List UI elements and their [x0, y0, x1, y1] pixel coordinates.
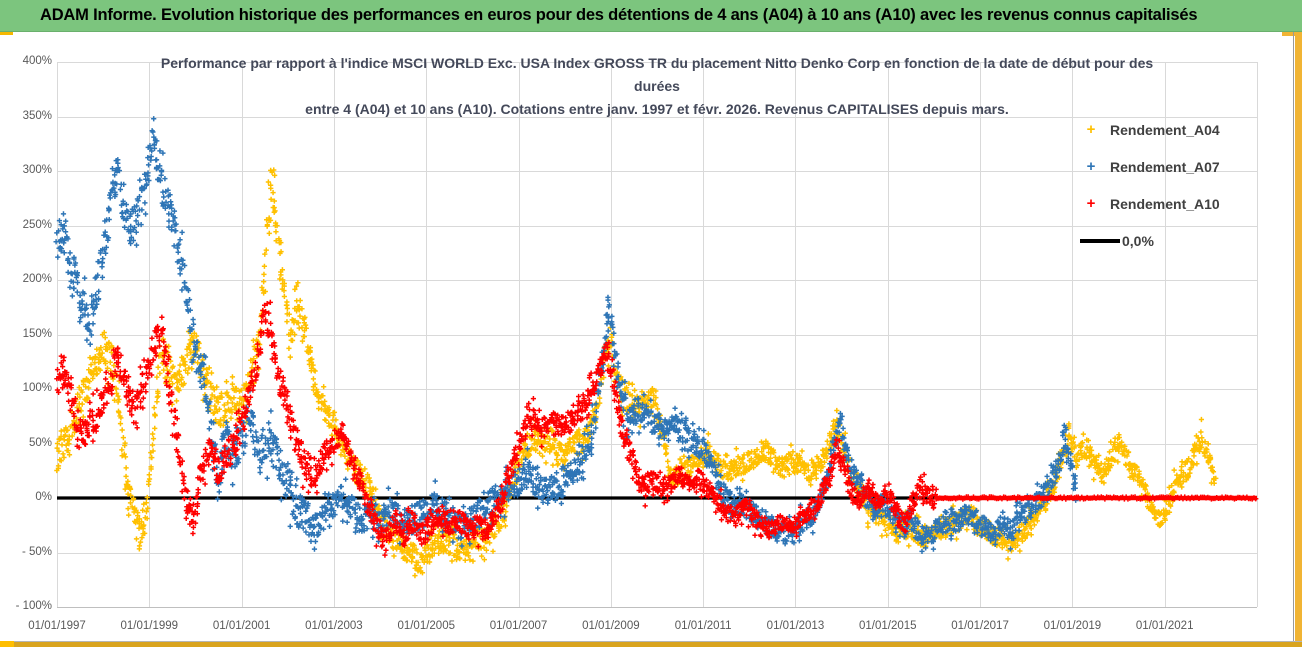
- legend-label: Rendement_A07: [1110, 158, 1220, 175]
- y-tick-label: 150%: [22, 327, 52, 340]
- chart-legend: + Rendement_A04 + Rendement_A07 + Rendem…: [1080, 118, 1220, 252]
- y-tick-label: 400%: [22, 55, 52, 67]
- y-tick-label: - 50%: [21, 545, 52, 558]
- x-tick-label: 01/01/2013: [766, 620, 825, 632]
- chart-title-line3: entre 4 (A04) et 10 ans (A10). Cotations…: [305, 101, 1009, 117]
- x-tick-label: 01/01/2001: [212, 620, 271, 632]
- y-tick-label: 100%: [22, 382, 52, 394]
- chart-title: Performance par rapport à l'indice MSCI …: [77, 52, 1237, 121]
- chart-frame-gold-bottom: [0, 642, 1302, 647]
- chart-frame-gold-top-right: [1282, 31, 1302, 36]
- chart-frame-gold-bottom-cap: [0, 641, 14, 647]
- legend-item-rendement-a10[interactable]: + Rendement_A10: [1080, 192, 1220, 215]
- x-tick-label: 01/01/2007: [489, 620, 548, 632]
- chart-frame-gold-top-left: [0, 31, 13, 35]
- x-tick-label: 01/01/1999: [120, 620, 179, 632]
- y-tick-label: 350%: [22, 109, 52, 122]
- legend-item-zero-line[interactable]: 0,0%: [1080, 229, 1220, 252]
- x-tick-label: 01/01/2009: [582, 620, 640, 632]
- x-tick-label: 01/01/2019: [1043, 620, 1102, 632]
- plus-marker-icon: +: [1086, 195, 1096, 212]
- y-tick-label: 50%: [28, 436, 52, 449]
- x-tick-label: 01/01/2011: [674, 620, 732, 632]
- legend-label: Rendement_A10: [1110, 195, 1220, 212]
- chart-title-line1: Performance par rapport à l'indice MSCI …: [160, 55, 1154, 71]
- y-tick-label: 300%: [22, 164, 52, 176]
- chart-frame-right-line: [1293, 31, 1294, 647]
- chart-title-line2: durées: [634, 78, 680, 94]
- x-tick-label: 01/01/2015: [858, 620, 917, 632]
- y-tick-label: 0%: [35, 491, 52, 503]
- black-line-icon: [1080, 238, 1120, 243]
- chart-frame-gold-right: [1295, 31, 1302, 647]
- x-tick-label: 01/01/2021: [1135, 620, 1194, 632]
- plus-marker-icon: +: [1086, 158, 1096, 175]
- x-tick-label: 01/01/1997: [28, 620, 86, 632]
- legend-item-rendement-a04[interactable]: + Rendement_A04: [1080, 118, 1220, 141]
- x-tick-label: 01/01/2017: [951, 620, 1009, 632]
- chart-frame-bottom-line: [0, 641, 1302, 642]
- report-title-bar: ADAM Informe. Evolution historique des p…: [0, 0, 1302, 32]
- legend-label: 0,0%: [1122, 232, 1154, 249]
- x-tick-label: 01/01/2003: [305, 620, 363, 632]
- y-tick-label: - 100%: [15, 600, 52, 612]
- plus-marker-icon: +: [1086, 121, 1096, 138]
- y-tick-label: 250%: [22, 218, 52, 231]
- legend-item-rendement-a07[interactable]: + Rendement_A07: [1080, 155, 1220, 178]
- x-tick-label: 01/01/2005: [397, 620, 455, 632]
- y-tick-label: 200%: [22, 273, 52, 285]
- legend-label: Rendement_A04: [1110, 121, 1220, 138]
- report-title: ADAM Informe. Evolution historique des p…: [40, 6, 1198, 24]
